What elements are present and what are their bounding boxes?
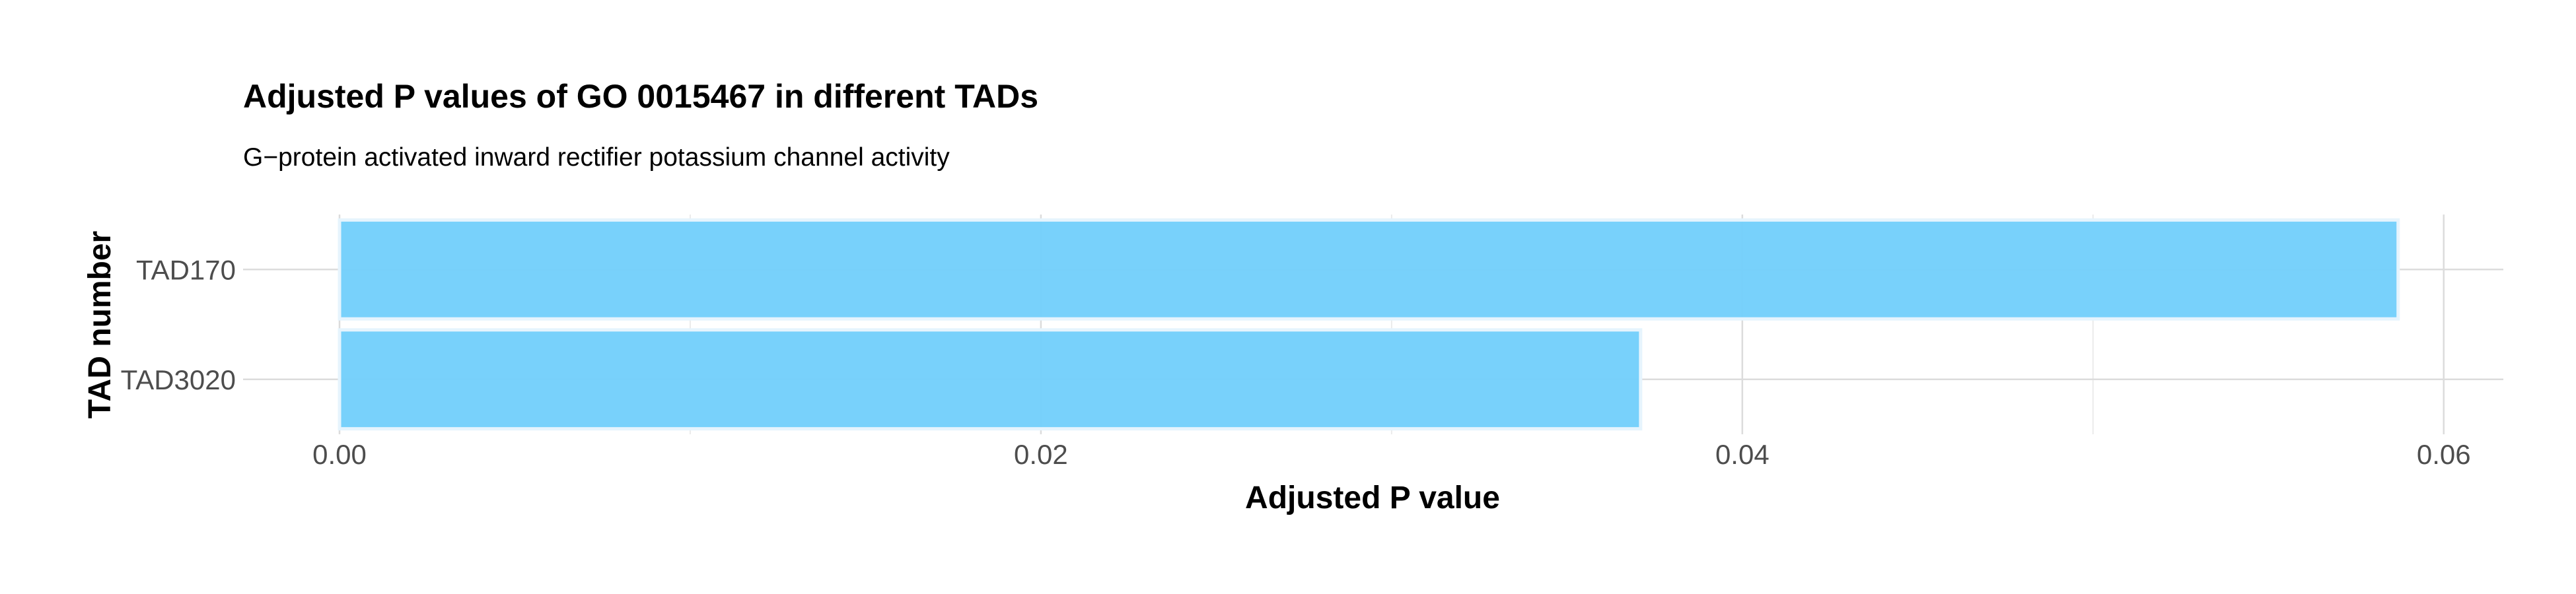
x-axis-title: Adjusted P value — [1245, 480, 1500, 515]
x-tick-label: 0.00 — [312, 439, 367, 470]
bar-tad3020 — [338, 328, 1643, 431]
bar-tad170 — [338, 218, 2400, 321]
chart-title: Adjusted P values of GO 0015467 in diffe… — [243, 78, 1038, 115]
y-tick-label: TAD170 — [136, 254, 236, 285]
tick-layer: 0.00 0.02 0.04 0.06 TAD170 TAD3020 — [121, 254, 2471, 470]
x-tick-label: 0.06 — [2417, 439, 2471, 470]
x-tick-label: 0.02 — [1014, 439, 1068, 470]
chart-subtitle: G−protein activated inward rectifier pot… — [243, 143, 950, 172]
x-tick-label: 0.04 — [1715, 439, 1770, 470]
y-tick-label: TAD3020 — [121, 364, 236, 395]
y-axis-title: TAD number — [83, 231, 118, 418]
text-layer: Adjusted P values of GO 0015467 in diffe… — [83, 78, 1500, 515]
bar-layer — [338, 218, 2400, 431]
